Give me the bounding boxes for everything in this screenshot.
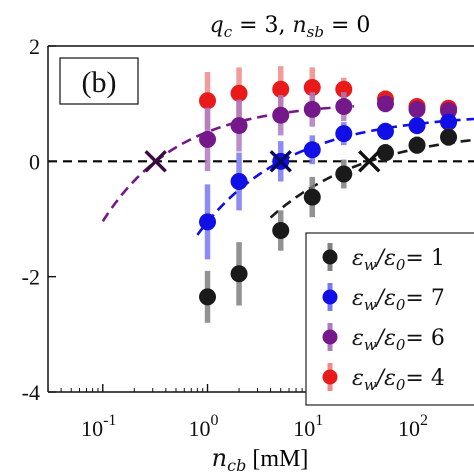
legend-marker bbox=[322, 329, 338, 345]
data-point bbox=[230, 265, 248, 283]
legend-label: εw/ε0= 7 bbox=[352, 286, 445, 314]
data-point bbox=[335, 98, 353, 116]
panel-label: (b) bbox=[82, 66, 117, 99]
chart-title: qc = 3, nsb = 0 bbox=[210, 13, 371, 41]
data-point bbox=[335, 80, 353, 98]
data-point bbox=[230, 84, 248, 102]
data-point bbox=[440, 128, 458, 146]
y-tick-label: -4 bbox=[22, 380, 40, 405]
data-point bbox=[199, 213, 217, 231]
crossing-marker bbox=[144, 150, 167, 173]
data-points bbox=[199, 66, 458, 323]
data-point bbox=[335, 165, 353, 183]
data-point bbox=[376, 95, 394, 113]
legend-marker bbox=[322, 289, 338, 305]
data-point bbox=[272, 106, 290, 124]
data-point bbox=[303, 188, 321, 206]
y-tick-label: 0 bbox=[29, 149, 40, 174]
data-point bbox=[376, 122, 394, 140]
legend-label: εw/ε0= 1 bbox=[352, 246, 445, 274]
y-tick-label: 2 bbox=[29, 34, 40, 59]
legend-marker bbox=[322, 369, 338, 385]
legend-marker bbox=[322, 249, 338, 265]
x-tick-label: 102 bbox=[398, 412, 428, 441]
data-point bbox=[408, 117, 426, 135]
crossing-markers bbox=[144, 150, 381, 173]
legend-label: εw/ε0= 4 bbox=[352, 366, 445, 394]
data-point bbox=[230, 173, 248, 191]
legend: εw/ε0= 1 εw/ε0= 7 εw/ε0= 6 εw/ε0= 4 bbox=[305, 232, 474, 406]
data-point bbox=[272, 222, 290, 240]
data-point bbox=[303, 100, 321, 118]
x-tick-label: 100 bbox=[189, 412, 219, 441]
data-point bbox=[376, 144, 394, 162]
data-point bbox=[272, 80, 290, 98]
panel-label-box bbox=[59, 57, 139, 105]
data-point bbox=[230, 117, 248, 135]
data-point bbox=[199, 288, 217, 306]
data-point bbox=[335, 125, 353, 143]
data-point bbox=[408, 136, 426, 154]
data-point bbox=[303, 79, 321, 97]
x-tick-label: 101 bbox=[293, 412, 323, 441]
y-tick-label: -2 bbox=[22, 265, 40, 290]
x-tick-label: 10-1 bbox=[81, 412, 116, 441]
data-point bbox=[408, 100, 426, 118]
crossing-marker bbox=[358, 150, 381, 173]
data-point bbox=[303, 141, 321, 159]
data-point bbox=[199, 130, 217, 148]
x-axis-label: ncb [mM] bbox=[212, 444, 309, 474]
data-point bbox=[199, 92, 217, 110]
crossing-marker bbox=[269, 150, 292, 173]
data-point bbox=[440, 113, 458, 131]
legend-label: εw/ε0= 6 bbox=[352, 326, 445, 354]
